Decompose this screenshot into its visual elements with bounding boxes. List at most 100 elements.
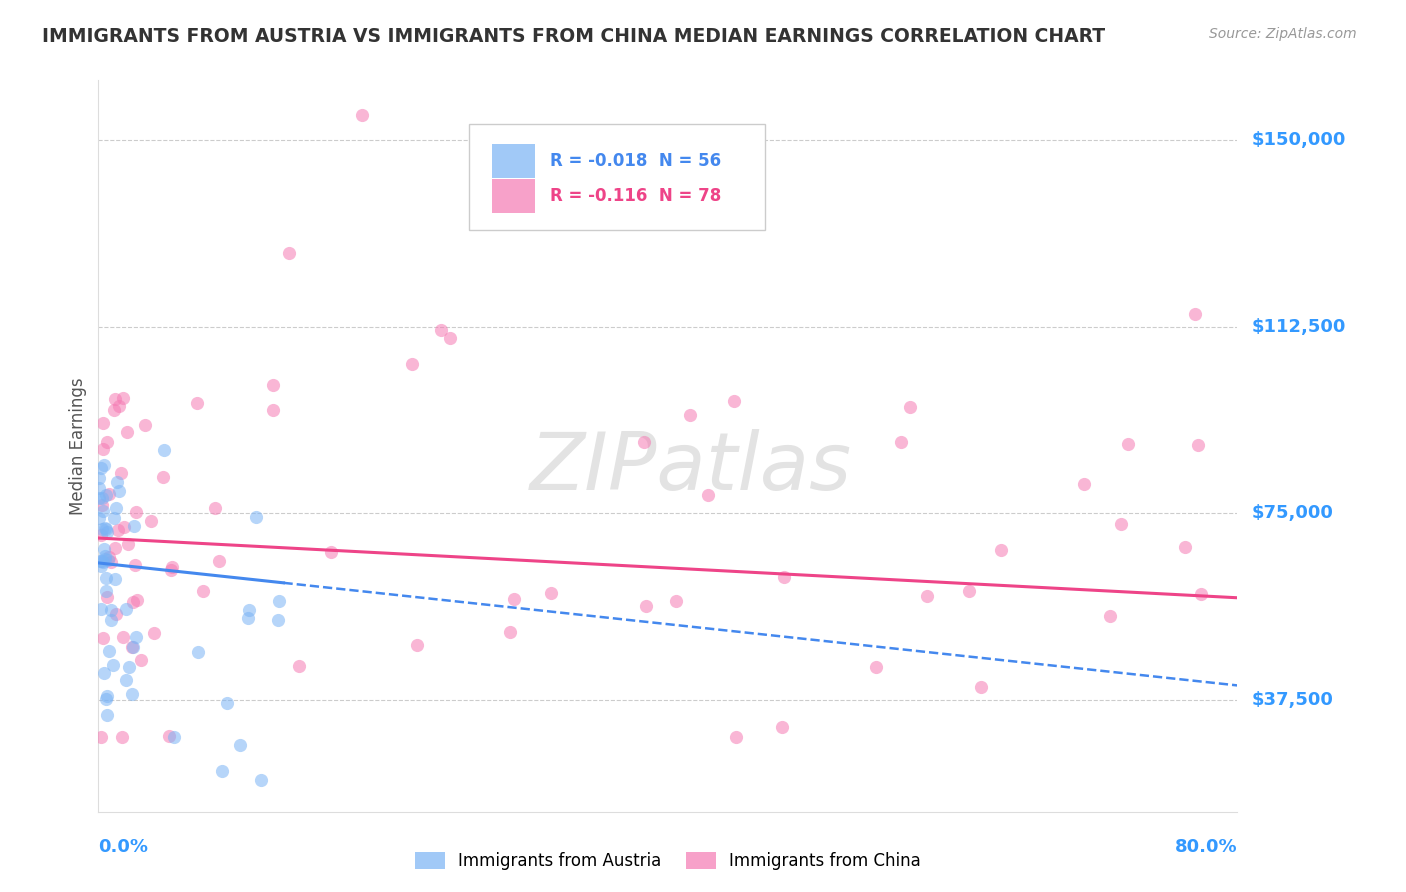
Point (112, 630, 135, 644)
Point (96, 708, 118, 723)
Point (350, 108, 373, 122)
Point (153, 442, 176, 457)
Point (108, 399, 131, 413)
Point (401, 357, 423, 371)
Point (865, 659, 887, 673)
Point (91, 442, 114, 456)
Point (90, 558, 112, 573)
Point (502, 592, 524, 607)
Point (696, 488, 718, 502)
Point (114, 602, 136, 616)
Point (93, 666, 115, 681)
Point (104, 392, 127, 407)
Point (1187, 438, 1209, 452)
Point (96, 690, 118, 704)
Point (93, 555, 115, 569)
Point (278, 245, 301, 260)
Point (319, 545, 342, 559)
Point (634, 599, 657, 613)
Point (162, 730, 184, 744)
Text: ZIPatlas: ZIPatlas (530, 429, 852, 507)
Point (89, 491, 111, 506)
Point (104, 501, 127, 516)
Point (121, 687, 143, 701)
Point (191, 583, 214, 598)
Point (211, 764, 233, 778)
Point (245, 509, 267, 524)
Point (96, 525, 118, 540)
Point (93, 542, 115, 557)
Point (124, 558, 146, 572)
Point (1099, 609, 1122, 624)
Text: IMMIGRANTS FROM AUSTRIA VS IMMIGRANTS FROM CHINA MEDIAN EARNINGS CORRELATION CHA: IMMIGRANTS FROM AUSTRIA VS IMMIGRANTS FR… (42, 27, 1105, 45)
Point (97, 553, 120, 567)
FancyBboxPatch shape (492, 144, 536, 178)
Point (90, 498, 112, 512)
Point (89, 481, 111, 495)
Point (725, 730, 748, 744)
Point (89, 554, 111, 568)
Point (187, 645, 209, 659)
Point (118, 659, 141, 673)
FancyBboxPatch shape (492, 179, 536, 212)
Point (91, 554, 114, 568)
Text: R = -0.018  N = 56: R = -0.018 N = 56 (550, 152, 721, 169)
Point (125, 630, 148, 644)
Text: $75,000: $75,000 (1251, 504, 1333, 522)
Point (142, 626, 165, 640)
Point (104, 607, 127, 621)
Point (267, 613, 290, 627)
Point (204, 501, 226, 516)
Point (89, 511, 111, 525)
Point (107, 523, 129, 537)
Point (1189, 586, 1212, 600)
Legend: Immigrants from Austria, Immigrants from China: Immigrants from Austria, Immigrants from… (408, 845, 928, 877)
Point (970, 681, 993, 695)
Point (217, 696, 239, 710)
Point (117, 537, 139, 551)
Point (957, 584, 980, 599)
Point (94, 522, 117, 536)
Point (90, 528, 112, 542)
Point (114, 673, 136, 688)
Text: $112,500: $112,500 (1251, 318, 1346, 335)
Point (208, 554, 231, 568)
FancyBboxPatch shape (468, 124, 765, 230)
Point (91, 416, 114, 430)
Point (250, 772, 273, 787)
Text: $150,000: $150,000 (1251, 131, 1346, 149)
Point (104, 572, 127, 586)
Point (96, 435, 118, 450)
Point (108, 483, 131, 498)
Point (97, 487, 120, 501)
Point (94, 488, 117, 502)
Point (112, 391, 135, 405)
Point (90, 602, 112, 616)
Point (103, 511, 125, 525)
Text: 80.0%: 80.0% (1174, 838, 1237, 856)
Point (90, 460, 112, 475)
Point (915, 589, 938, 603)
Point (134, 417, 156, 432)
Point (186, 396, 208, 410)
Point (129, 653, 152, 667)
Point (91, 491, 114, 506)
Point (160, 560, 183, 574)
Point (990, 542, 1012, 557)
Point (723, 394, 745, 409)
Point (772, 569, 794, 583)
Point (105, 475, 128, 489)
Point (122, 519, 145, 533)
Point (1184, 307, 1206, 321)
Point (238, 610, 260, 624)
Point (96, 590, 118, 604)
Point (100, 613, 122, 627)
Point (104, 541, 127, 555)
Point (152, 469, 174, 483)
Point (89, 471, 111, 485)
Point (269, 594, 291, 608)
Y-axis label: Median Earnings: Median Earnings (69, 377, 87, 515)
Point (406, 638, 429, 652)
Text: Source: ZipAtlas.com: Source: ZipAtlas.com (1209, 27, 1357, 41)
Point (115, 425, 138, 439)
